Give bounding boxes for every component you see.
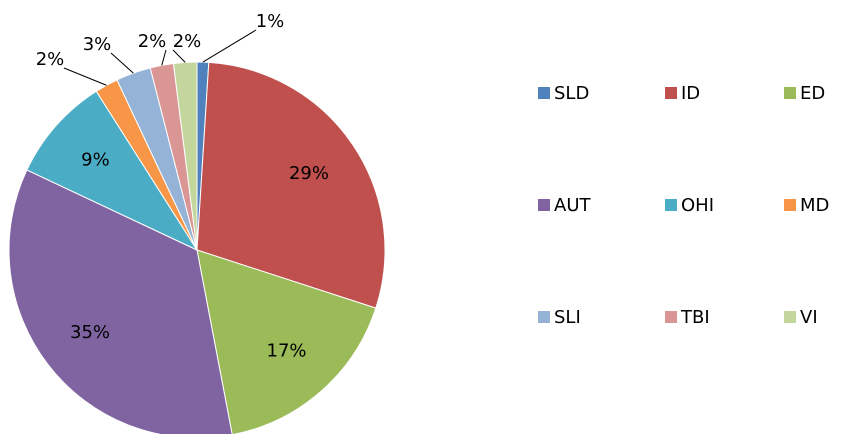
data-label: 17% (267, 341, 307, 362)
leader-line (110, 52, 134, 74)
data-label: 1% (256, 11, 285, 32)
data-label: 2% (36, 49, 65, 70)
data-label: 29% (289, 163, 329, 184)
data-label: 3% (83, 34, 112, 55)
legend-swatch (784, 199, 796, 211)
legend-label: ID (681, 83, 700, 104)
legend-label: OHI (681, 195, 714, 216)
data-label: 35% (70, 322, 110, 343)
pie-slice (26, 90, 199, 252)
pie-slice (8, 169, 233, 434)
leader-line (161, 49, 167, 66)
legend-swatch (538, 199, 550, 211)
legend-swatch (538, 87, 550, 99)
legend-swatch (665, 87, 677, 99)
legend-swatch (784, 87, 796, 99)
legend-label: SLD (554, 83, 589, 104)
legend-swatch (665, 311, 677, 323)
pie-slice (196, 249, 377, 434)
leader-line (63, 67, 107, 86)
legend-swatch (784, 311, 796, 323)
legend-swatch (538, 311, 550, 323)
legend-label: VI (800, 307, 818, 328)
legend-label: ED (800, 83, 825, 104)
legend-label: AUT (554, 195, 591, 216)
legend-swatch (665, 199, 677, 211)
leader-line (172, 49, 186, 63)
legend-label: TBI (680, 307, 710, 328)
legend-label: MD (800, 195, 829, 216)
leader-line (202, 29, 257, 63)
pie-slice (196, 61, 386, 309)
data-label: 2% (138, 31, 167, 52)
data-label: 2% (173, 31, 202, 52)
data-label: 9% (81, 149, 110, 170)
legend-label: SLI (554, 307, 581, 328)
